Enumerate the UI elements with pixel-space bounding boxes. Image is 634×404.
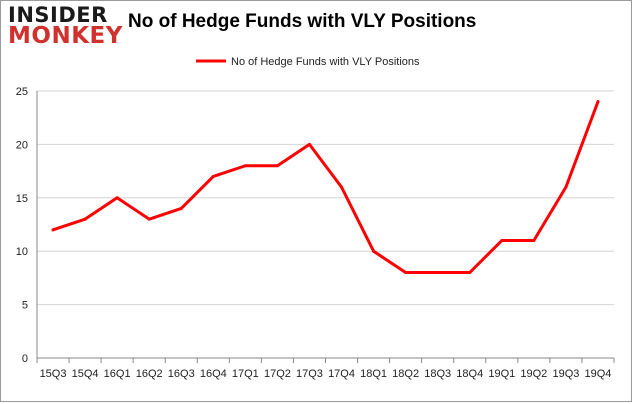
gridlines [37, 90, 614, 306]
data-point [468, 271, 472, 275]
y-tick-label: 5 [22, 300, 28, 312]
data-point [500, 239, 504, 243]
x-tick-label: 17Q2 [264, 368, 291, 380]
x-tick-label: 18Q4 [456, 368, 483, 380]
legend: No of Hedge Funds with VLY Positions [196, 56, 420, 68]
data-point [596, 100, 600, 104]
x-tick-label: 17Q3 [296, 368, 323, 380]
series-line-0 [51, 100, 600, 275]
chart-title: No of Hedge Funds with VLY Positions [128, 11, 477, 32]
legend-label: No of Hedge Funds with VLY Positions [231, 56, 420, 68]
x-tick-label: 19Q1 [488, 368, 515, 380]
data-point [179, 206, 183, 210]
x-tick-label: 18Q2 [392, 368, 419, 380]
x-tick-label: 16Q4 [200, 368, 227, 380]
data-point [307, 142, 311, 146]
x-tick-label: 17Q4 [328, 368, 355, 380]
x-tick-label: 16Q3 [168, 368, 195, 380]
logo-line-1: INSIDER [8, 3, 108, 27]
logo-line-2: MONKEY [8, 23, 123, 49]
x-tick-label: 18Q1 [360, 368, 387, 380]
x-tick-label: 19Q2 [520, 368, 547, 380]
x-tick-labels: 15Q3 15Q4 16Q1 16Q2 16Q3 16Q4 17Q1 17Q2 17Q3 17Q4… [40, 368, 612, 380]
data-point [340, 185, 344, 189]
y-tick-label: 0 [22, 353, 28, 365]
series-group [51, 100, 600, 275]
y-tick-label: 20 [16, 139, 28, 151]
data-point [404, 271, 408, 275]
y-tick-label: 10 [16, 246, 28, 258]
x-tick-label: 16Q1 [104, 368, 131, 380]
data-point [564, 185, 568, 189]
x-tick-label: 15Q3 [40, 368, 67, 380]
y-tick-label: 15 [16, 193, 28, 205]
x-tick-label: 19Q4 [585, 368, 612, 380]
x-tick-label: 19Q3 [552, 368, 579, 380]
y-tick-label: 25 [16, 86, 28, 98]
insider-monkey-logo: INSIDER MONKEY [8, 3, 123, 52]
x-tick-label: 18Q3 [424, 368, 451, 380]
data-point [532, 239, 536, 243]
data-point [83, 217, 87, 221]
y-tick-labels: 0 5 10 15 20 25 [16, 86, 28, 365]
x-tick-label: 15Q4 [72, 368, 99, 380]
x-tick-label: 17Q1 [232, 368, 259, 380]
data-point [243, 164, 247, 168]
data-point [51, 228, 55, 232]
data-point [372, 249, 376, 253]
data-point [147, 217, 151, 221]
data-point [436, 271, 440, 275]
data-point [275, 164, 279, 168]
data-point [211, 174, 215, 178]
axes [36, 91, 615, 363]
x-tick-label: 16Q2 [136, 368, 163, 380]
data-point [115, 196, 119, 200]
